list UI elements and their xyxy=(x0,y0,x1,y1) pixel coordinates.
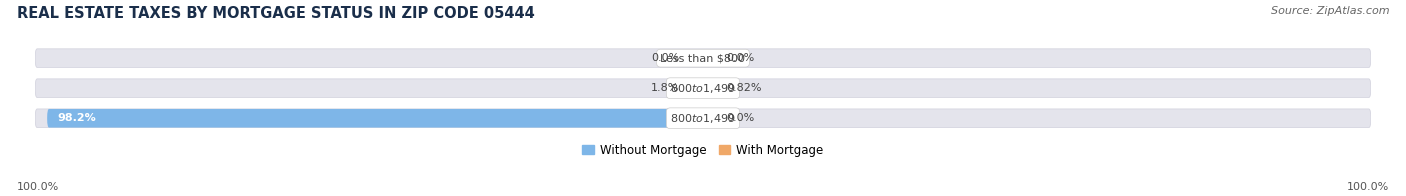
Text: $800 to $1,499: $800 to $1,499 xyxy=(671,112,735,125)
Text: $800 to $1,499: $800 to $1,499 xyxy=(671,82,735,95)
Text: 1.8%: 1.8% xyxy=(651,83,679,93)
Text: 0.0%: 0.0% xyxy=(651,53,679,63)
FancyBboxPatch shape xyxy=(35,109,1371,128)
FancyBboxPatch shape xyxy=(48,109,703,128)
Text: REAL ESTATE TAXES BY MORTGAGE STATUS IN ZIP CODE 05444: REAL ESTATE TAXES BY MORTGAGE STATUS IN … xyxy=(17,6,534,21)
Text: 98.2%: 98.2% xyxy=(58,113,96,123)
Text: 0.0%: 0.0% xyxy=(727,53,755,63)
FancyBboxPatch shape xyxy=(35,49,1371,67)
FancyBboxPatch shape xyxy=(690,79,703,98)
Legend: Without Mortgage, With Mortgage: Without Mortgage, With Mortgage xyxy=(578,139,828,162)
Text: 0.82%: 0.82% xyxy=(727,83,762,93)
FancyBboxPatch shape xyxy=(703,79,709,98)
Text: Source: ZipAtlas.com: Source: ZipAtlas.com xyxy=(1271,6,1389,16)
Text: 100.0%: 100.0% xyxy=(1347,182,1389,192)
Text: 100.0%: 100.0% xyxy=(17,182,59,192)
FancyBboxPatch shape xyxy=(35,79,1371,98)
Text: 0.0%: 0.0% xyxy=(727,113,755,123)
Text: Less than $800: Less than $800 xyxy=(661,53,745,63)
